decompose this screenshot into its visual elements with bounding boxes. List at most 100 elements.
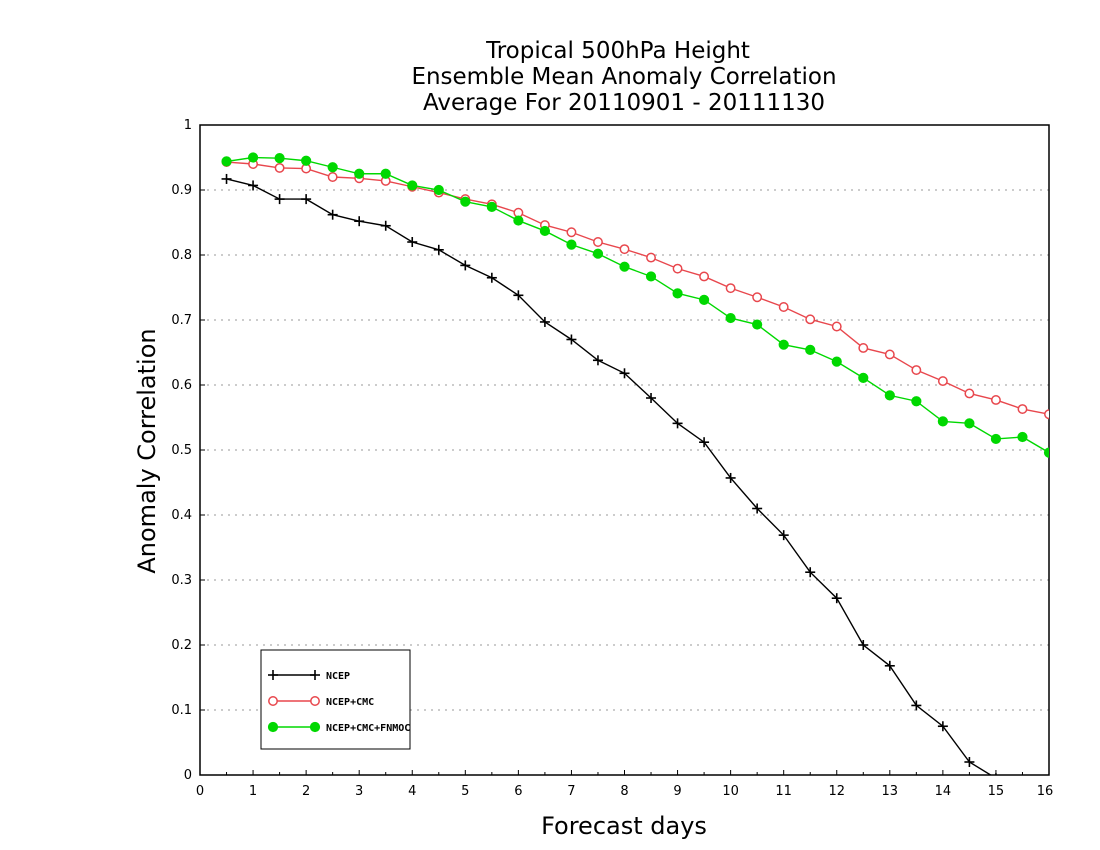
data-point-ncep-1 [248, 180, 259, 191]
x-axis-title: Forecast days [541, 812, 707, 840]
x-tick-label-7: 7 [567, 784, 575, 799]
data-point-ncep-28 [964, 757, 975, 767]
data-point-ncep-cmc-fnmoc-31 [1043, 447, 1049, 458]
data-point-ncep-cmc-16 [646, 252, 656, 263]
y-tick-label-6: 0.6 [171, 378, 192, 393]
data-point-ncep-23 [831, 593, 842, 604]
data-point-ncep-cmc-15 [619, 244, 630, 255]
data-point-ncep-5 [354, 216, 365, 227]
y-tick-label-3: 0.3 [171, 573, 192, 588]
x-tick-label-8: 8 [620, 784, 628, 799]
legend-marker-end [310, 670, 320, 680]
data-point-ncep-cmc-25 [884, 349, 895, 360]
data-point-ncep-4 [327, 209, 338, 220]
data-point-ncep-10 [486, 272, 497, 283]
series-ncep [221, 173, 997, 775]
chart-title-line-2: Ensemble Mean Anomaly Correlation [411, 64, 836, 90]
y-tick-label-4: 0.4 [171, 508, 192, 523]
series-line-ncep-cmc-fnmoc [226, 156, 1049, 454]
x-tick-label-5: 5 [461, 784, 469, 799]
data-point-ncep-cmc-14 [593, 237, 603, 247]
data-point-ncep-cmc-fnmoc-22 [805, 344, 816, 355]
data-point-ncep-11 [513, 290, 524, 301]
legend-marker-end [310, 696, 320, 706]
data-point-ncep-17 [672, 418, 683, 429]
data-point-ncep-cmc-fnmoc-25 [884, 390, 895, 401]
x-tick-label-2: 2 [302, 784, 310, 799]
data-point-ncep-cmc-fnmoc-11 [513, 215, 524, 226]
y-tick-label-1: 0.1 [171, 703, 192, 718]
data-point-ncep-cmc-fnmoc-9 [460, 196, 471, 207]
series-layer [221, 152, 1049, 775]
data-point-ncep-13 [566, 334, 577, 345]
legend-label: NCEP [326, 671, 350, 682]
data-point-ncep-cmc-21 [778, 302, 789, 312]
legend-box [260, 649, 411, 750]
data-point-ncep-cmc-2 [274, 162, 285, 173]
data-point-ncep-cmc-fnmoc-19 [725, 312, 736, 324]
legend-marker-start [268, 670, 278, 680]
data-point-ncep-cmc-fnmoc-23 [831, 356, 842, 367]
data-point-ncep-cmc-fnmoc-29 [990, 433, 1002, 445]
data-point-ncep-3 [301, 194, 312, 205]
series-ncep-cmc-fnmoc [221, 152, 1049, 458]
legend-item-ncep-cmc-fnmoc: NCEP+CMC+FNMOC [267, 721, 410, 734]
data-point-ncep-6 [380, 220, 391, 231]
x-tick-label-3: 3 [355, 784, 363, 799]
data-point-ncep-cmc-fnmoc-5 [354, 168, 365, 179]
data-point-ncep-cmc-fnmoc-3 [301, 155, 312, 166]
data-point-ncep-cmc-27 [937, 376, 948, 387]
data-point-ncep-16 [646, 393, 657, 403]
data-point-ncep-cmc-fnmoc-15 [619, 261, 630, 272]
data-point-ncep-cmc-fnmoc-18 [698, 294, 710, 305]
data-point-ncep-21 [778, 530, 789, 541]
data-point-ncep-cmc-fnmoc-17 [672, 288, 683, 299]
legend-item-ncep: NCEP [268, 670, 350, 682]
y-tick-label-7: 0.7 [171, 313, 192, 328]
chart-title-line-3: Average For 20110901 - 20111130 [423, 90, 825, 116]
x-tick-label-14: 14 [935, 784, 952, 799]
data-point-ncep-27 [937, 721, 948, 732]
data-point-ncep-9 [460, 260, 471, 271]
series-ncep-cmc [221, 157, 1049, 420]
data-point-ncep-cmc-31 [1044, 409, 1049, 420]
y-axis-title: Anomaly Correlation [133, 328, 161, 573]
y-tick-label-0: 0 [184, 768, 192, 783]
legend-marker-start [267, 721, 279, 733]
data-point-ncep-cmc-fnmoc-4 [327, 162, 338, 173]
data-point-ncep-cmc-fnmoc-0 [221, 156, 232, 167]
legend-item-ncep-cmc: NCEP+CMC [268, 696, 374, 708]
data-point-ncep-cmc-fnmoc-8 [433, 184, 444, 196]
data-point-ncep-cmc-fnmoc-21 [778, 339, 789, 350]
data-point-ncep-cmc-20 [752, 292, 763, 303]
x-tick-label-13: 13 [882, 784, 899, 799]
x-tick-label-15: 15 [988, 784, 1005, 799]
series-line-ncep-cmc [226, 161, 1049, 415]
data-point-ncep-cmc-28 [964, 388, 975, 399]
data-point-ncep-cmc-fnmoc-14 [592, 248, 604, 259]
data-point-ncep-cmc-18 [699, 271, 710, 282]
x-tick-label-16: 16 [1037, 784, 1054, 799]
data-point-ncep-cmc-19 [725, 283, 736, 294]
data-point-ncep-26 [911, 700, 922, 711]
legend-marker-start [268, 696, 278, 706]
data-point-ncep-cmc-fnmoc-20 [752, 319, 763, 330]
x-tick-label-6: 6 [514, 784, 522, 799]
data-point-ncep-cmc-fnmoc-28 [964, 418, 975, 429]
data-point-ncep-cmc-fnmoc-30 [1017, 431, 1028, 443]
x-tick-label-10: 10 [722, 784, 739, 799]
y-tick-label-8: 0.8 [171, 248, 192, 263]
data-point-ncep-cmc-17 [672, 263, 683, 274]
data-point-ncep-0 [221, 173, 232, 184]
x-tick-label-12: 12 [828, 784, 845, 799]
data-point-ncep-cmc-fnmoc-2 [274, 153, 285, 164]
data-point-ncep-cmc-fnmoc-27 [937, 416, 948, 427]
data-point-ncep-22 [805, 567, 816, 578]
x-axis-ticks: 0 1 2 3 4 5 6 7 8 9 10 11 12 13 14 15 16 [196, 770, 1053, 799]
data-point-ncep-19 [725, 472, 736, 483]
data-point-ncep-2 [274, 194, 285, 205]
data-point-ncep-cmc-fnmoc-16 [645, 271, 657, 282]
data-point-ncep-cmc-fnmoc-24 [858, 372, 869, 383]
data-point-ncep-cmc-fnmoc-1 [247, 152, 259, 163]
